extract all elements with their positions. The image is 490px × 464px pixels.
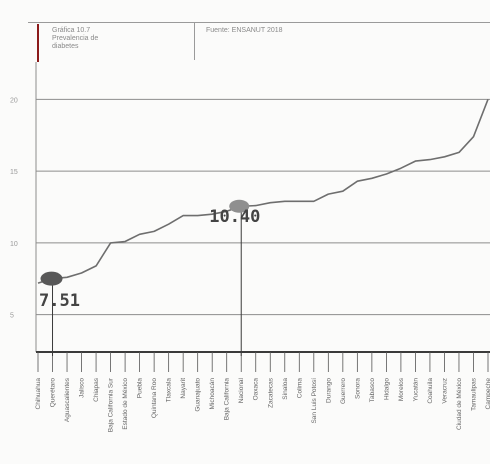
x-tick-label-22: Sonora: [354, 378, 361, 399]
figure-header: [28, 22, 490, 63]
x-tick-label-4: Chiapas: [93, 377, 100, 402]
x-tick-label-11: Guanajuato: [195, 378, 202, 412]
x-tick-label-25: Morelos: [398, 377, 405, 401]
x-tick-label-29: Ciudad de México: [456, 378, 463, 430]
x-tick-label-10: Nayarit: [180, 378, 187, 399]
annotation-label-1: 10.40: [209, 207, 260, 227]
x-tick-label-7: Puebla: [137, 378, 144, 399]
x-tick-label-23: Tabasco: [369, 378, 376, 403]
annotation-label-0: 7.51: [39, 291, 80, 311]
y-tick-label-10: 10: [10, 241, 18, 248]
x-tick-label-17: Sinaloa: [282, 378, 289, 400]
x-tick-label-15: Oaxaca: [253, 378, 260, 401]
figure-title-line2: diabetes: [52, 43, 79, 50]
y-tick-label-20: 20: [10, 97, 18, 104]
x-tick-label-24: Hidalgo: [383, 378, 390, 400]
x-tick-label-31: Campeche: [485, 378, 490, 410]
x-tick-label-19: San Luis Potosí: [311, 378, 318, 424]
x-tick-label-5: Baja California Sur: [108, 377, 115, 432]
x-tick-label-28: Veracruz: [442, 378, 449, 404]
figure-number: Gráfica 10.7: [52, 27, 91, 34]
y-tick-label-15: 15: [10, 169, 18, 176]
x-tick-label-6: Estado de México: [122, 378, 129, 430]
x-tick-label-1: Querétaro: [50, 378, 57, 408]
figure-source: Fuente: ENSANUT 2018: [206, 27, 283, 34]
x-tick-label-16: Zacatecas: [267, 377, 274, 408]
x-tick-label-2: Aguascalientes: [64, 377, 71, 422]
x-tick-label-3: Jalisco: [79, 378, 86, 398]
x-tick-label-13: Baja California: [224, 378, 231, 421]
x-tick-label-9: Tlaxcala: [166, 378, 173, 403]
x-tick-label-12: Michoacán: [209, 378, 216, 410]
x-tick-label-14: Nacional: [238, 377, 245, 403]
annotation-marker-0: [40, 271, 63, 286]
x-tick-label-26: Yucatán: [412, 378, 419, 402]
y-tick-label-5: 5: [10, 313, 14, 320]
annotation-marker-1: [229, 199, 250, 213]
series-line: [37, 99, 489, 284]
header-divider: [194, 22, 195, 60]
x-tick-label-20: Durango: [325, 378, 332, 403]
x-tick-label-8: Quintana Roo: [151, 378, 158, 418]
x-tick-label-27: Coahuila: [427, 378, 434, 404]
x-tick-label-0: Chihuahua: [35, 378, 42, 410]
figure-title-line1: Prevalencia de: [52, 35, 99, 42]
x-tick-label-30: Tamaulipas: [471, 377, 478, 411]
x-tick-label-18: Colima: [296, 378, 303, 399]
x-tick-label-21: Guerrero: [340, 378, 347, 404]
